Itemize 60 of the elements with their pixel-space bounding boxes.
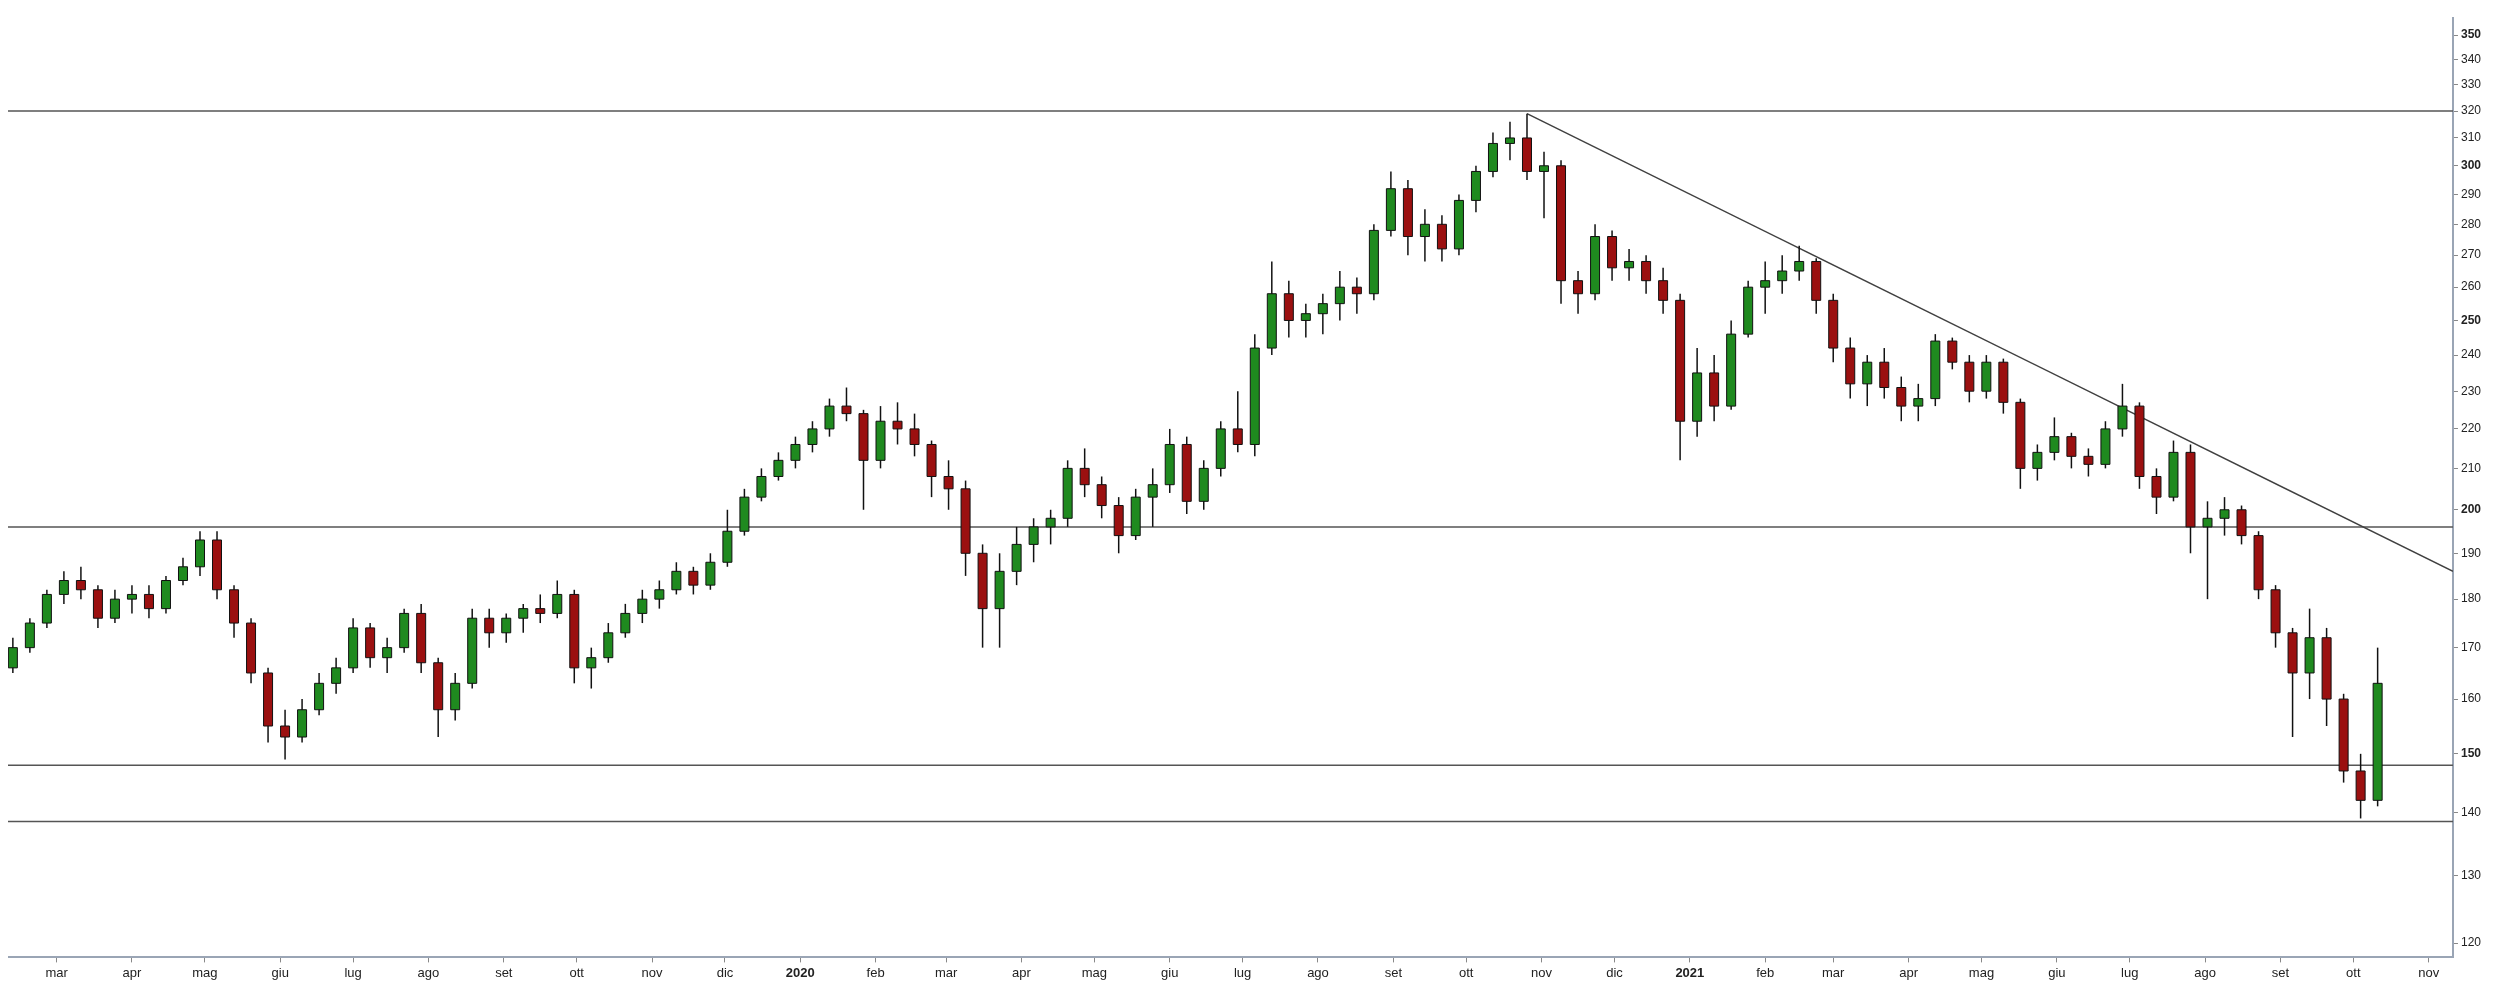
x-tick-label: lug: [1233, 964, 1252, 980]
y-tick-label: 260: [2460, 279, 2482, 294]
y-tick-label: 240: [2460, 347, 2482, 362]
x-tick-label: mar: [934, 964, 958, 980]
candlestick: [177, 557, 188, 586]
y-tick-label: 130: [2460, 867, 2482, 882]
x-tick-label: dic: [1606, 964, 1624, 980]
y-tick-label: 320: [2460, 103, 2482, 118]
y-tick-label: 250: [2460, 312, 2482, 327]
y-tick-label: 200: [2460, 502, 2482, 517]
x-tick-label: lug: [344, 964, 362, 980]
y-tick-label: 270: [2460, 247, 2482, 262]
x-tick-label: feb: [1756, 964, 1775, 980]
x-tick-label: set: [1384, 964, 1403, 980]
x-tick-label: apr: [1012, 964, 1032, 980]
y-tick-label: 310: [2460, 130, 2482, 145]
y-tick-label: 150: [2460, 746, 2482, 761]
x-tick-label: mar: [1822, 964, 1846, 980]
candlestick: [1504, 120, 1515, 161]
x-tick-label: 2021: [1675, 964, 1705, 980]
x-tick-label: ott: [569, 964, 585, 980]
x-tick-label: lug: [2121, 964, 2139, 980]
x-tick-label: feb: [866, 964, 885, 980]
y-tick-label: 280: [2460, 216, 2482, 231]
x-tick-label: giu: [1161, 964, 1179, 980]
x-tick-label: ago: [417, 964, 440, 980]
y-tick-label: 140: [2460, 804, 2482, 819]
y-tick-label: 190: [2460, 545, 2482, 560]
x-tick-label: ott: [1459, 964, 1474, 980]
y-tick-label: 180: [2460, 591, 2482, 606]
y-tick-label: 170: [2460, 639, 2482, 654]
x-tick-label: ago: [1307, 964, 1329, 980]
x-tick-label: mag: [1968, 964, 1995, 980]
y-tick-label: 220: [2460, 421, 2482, 436]
x-tick-label: apr: [1899, 964, 1919, 980]
x-tick-label: 2020: [785, 964, 815, 980]
y-tick-label: 350: [2460, 27, 2482, 42]
x-tick-label: giu: [2048, 964, 2066, 980]
x-tick-label: nov: [2418, 964, 2440, 980]
y-tick-label: 340: [2460, 51, 2482, 66]
x-tick-label: mag: [192, 964, 218, 980]
y-tick-label: 160: [2460, 691, 2482, 706]
x-tick-label: mar: [45, 964, 69, 980]
candlestick: [1539, 151, 1550, 220]
x-tick-label: apr: [122, 964, 143, 980]
y-tick-label: 290: [2460, 186, 2482, 201]
y-tick-label: 120: [2460, 935, 2482, 950]
x-tick-label: ago: [2194, 964, 2216, 980]
x-tick-label: set: [495, 964, 513, 980]
y-tick-label: 210: [2460, 460, 2482, 475]
x-tick-label: dic: [716, 964, 734, 980]
y-tick-label: 330: [2460, 77, 2482, 92]
y-tick-label: 300: [2460, 158, 2482, 173]
x-tick-label: ott: [2346, 964, 2361, 980]
x-tick-label: nov: [1531, 964, 1553, 980]
x-tick-label: set: [2271, 964, 2290, 980]
x-tick-label: mag: [1081, 964, 1108, 980]
x-tick-label: giu: [271, 964, 289, 980]
x-tick-label: nov: [641, 964, 664, 980]
y-tick-label: 230: [2460, 383, 2482, 398]
